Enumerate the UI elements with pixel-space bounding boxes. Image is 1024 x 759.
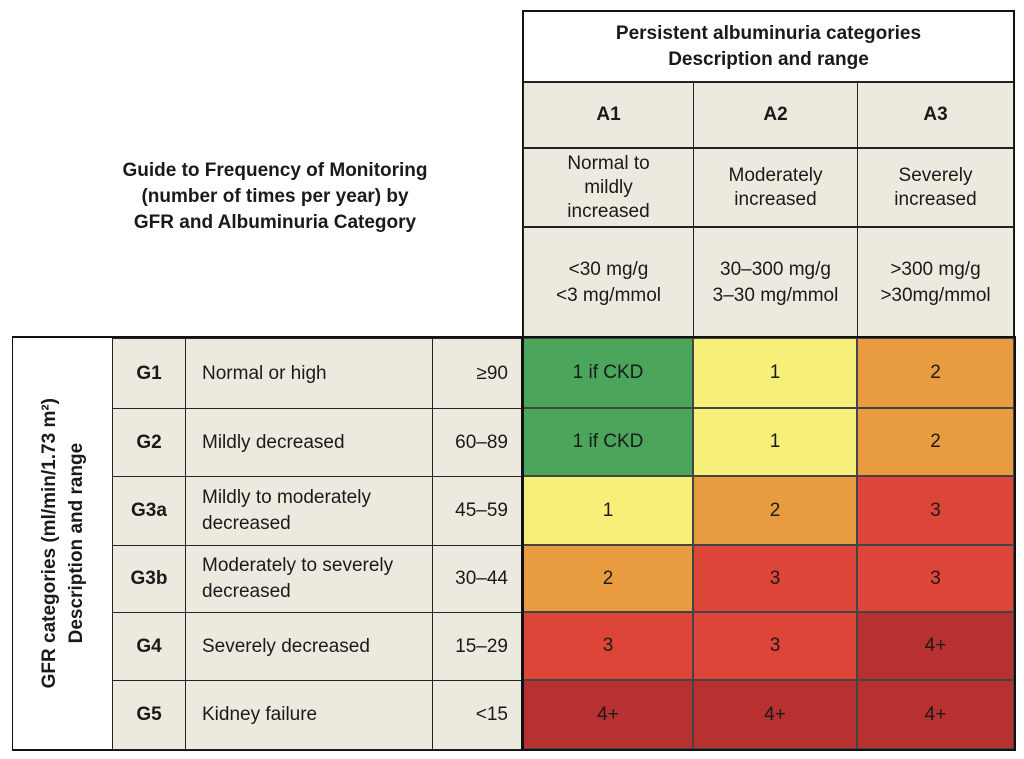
albuminuria-range-line: >300 mg/g (890, 258, 981, 280)
heatmap-cell-G3b-A3: 3 (857, 545, 1014, 612)
gfr-range: <15 (432, 680, 523, 750)
heatmap-cell-G1-A3: 2 (857, 338, 1014, 408)
albuminuria-header: Persistent albuminuria categories Descri… (524, 12, 1013, 82)
gfr-range: ≥90 (432, 338, 523, 409)
albuminuria-description-line: Severely (898, 164, 973, 186)
gfr-code: G4 (112, 612, 186, 681)
gfr-range: 30–44 (432, 545, 523, 613)
heatmap-cell-G1-A1: 1 if CKD (523, 338, 693, 408)
albuminuria-header-line: Persistent albuminuria categories (615, 22, 922, 44)
gfr-code: G3b (112, 545, 186, 613)
albuminuria-description: Moderately increased (693, 148, 858, 227)
gfr-description: Mildly decreased (185, 408, 433, 477)
gfr-description: Kidney failure (185, 680, 433, 750)
gfr-description: Severely decreased (185, 612, 433, 681)
guide-title: Guide to Frequency of Monitoring (number… (90, 158, 460, 236)
albuminuria-range: <30 mg/g <3 mg/mmol (523, 227, 694, 338)
albuminuria-code-line: A3 (923, 104, 948, 125)
gfr-header: GFR categories (ml/min/1.73 m²) Descript… (13, 338, 112, 749)
albuminuria-range: >300 mg/g >30mg/mmol (857, 227, 1014, 338)
albuminuria-description-line: increased (734, 188, 817, 210)
heatmap-cell-G3a-A1: 1 (523, 476, 693, 545)
albuminuria-range-line: 3–30 mg/mmol (712, 284, 839, 306)
albuminuria-description: Normal to mildly increased (523, 148, 694, 227)
gfr-range: 60–89 (432, 408, 523, 477)
albuminuria-code: A1 (523, 82, 694, 148)
albuminuria-code: A3 (857, 82, 1014, 148)
albuminuria-description-line: Moderately (728, 164, 823, 186)
gfr-range: 15–29 (432, 612, 523, 681)
albuminuria-description-line: mildly (584, 176, 633, 198)
albuminuria-range-line: 30–300 mg/g (720, 258, 831, 280)
gfr-range: 45–59 (432, 476, 523, 546)
guide-title-line: GFR and Albuminuria Category (133, 212, 417, 233)
guide-title-line: Guide to Frequency of Monitoring (122, 160, 428, 181)
heatmap-cell-G3a-A2: 2 (693, 476, 857, 545)
gfr-header-line: Description and range (65, 443, 87, 644)
heatmap-cell-G4-A2: 3 (693, 612, 857, 680)
heatmap-cell-G4-A3: 4+ (857, 612, 1014, 680)
heatmap-cell-G3a-A3: 3 (857, 476, 1014, 545)
albuminuria-description-line: increased (894, 188, 977, 210)
albuminuria-range-line: >30mg/mmol (880, 284, 991, 306)
albuminuria-description: Severely increased (857, 148, 1014, 227)
albuminuria-code-line: A2 (763, 104, 788, 125)
heatmap-cell-G2-A2: 1 (693, 408, 857, 476)
heatmap-cell-G4-A1: 3 (523, 612, 693, 680)
heatmap-cell-G1-A2: 1 (693, 338, 857, 408)
albuminuria-range-line: <30 mg/g (568, 258, 649, 280)
gfr-code: G3a (112, 476, 186, 546)
heatmap-cell-G5-A2: 4+ (693, 680, 857, 749)
gfr-description: Normal or high (185, 338, 433, 409)
gfr-header-line: GFR categories (ml/min/1.73 m²) (38, 398, 60, 689)
albuminuria-code-line: A1 (596, 104, 621, 125)
albuminuria-description-line: increased (567, 200, 650, 222)
albuminuria-header-line: Description and range (668, 48, 869, 70)
albuminuria-range: 30–300 mg/g 3–30 mg/mmol (693, 227, 858, 338)
guide-title-line: (number of times per year) by (141, 186, 409, 207)
heatmap-border (521, 336, 1016, 751)
heatmap-cell-G3b-A1: 2 (523, 545, 693, 612)
heatmap-cell-G3b-A2: 3 (693, 545, 857, 612)
gfr-code: G2 (112, 408, 186, 477)
gfr-code: G1 (112, 338, 186, 409)
heatmap-cell-G5-A1: 4+ (523, 680, 693, 749)
gfr-description: Moderately to severely decreased (185, 545, 433, 613)
heatmap-cell-G5-A3: 4+ (857, 680, 1014, 749)
heatmap-cell-G2-A3: 2 (857, 408, 1014, 476)
heatmap-cell-G2-A1: 1 if CKD (523, 408, 693, 476)
albuminuria-description-line: Normal to (567, 152, 650, 174)
gfr-code: G5 (112, 680, 186, 750)
gfr-description: Mildly to moderately decreased (185, 476, 433, 546)
albuminuria-code: A2 (693, 82, 858, 148)
albuminuria-range-line: <3 mg/mmol (555, 284, 662, 306)
